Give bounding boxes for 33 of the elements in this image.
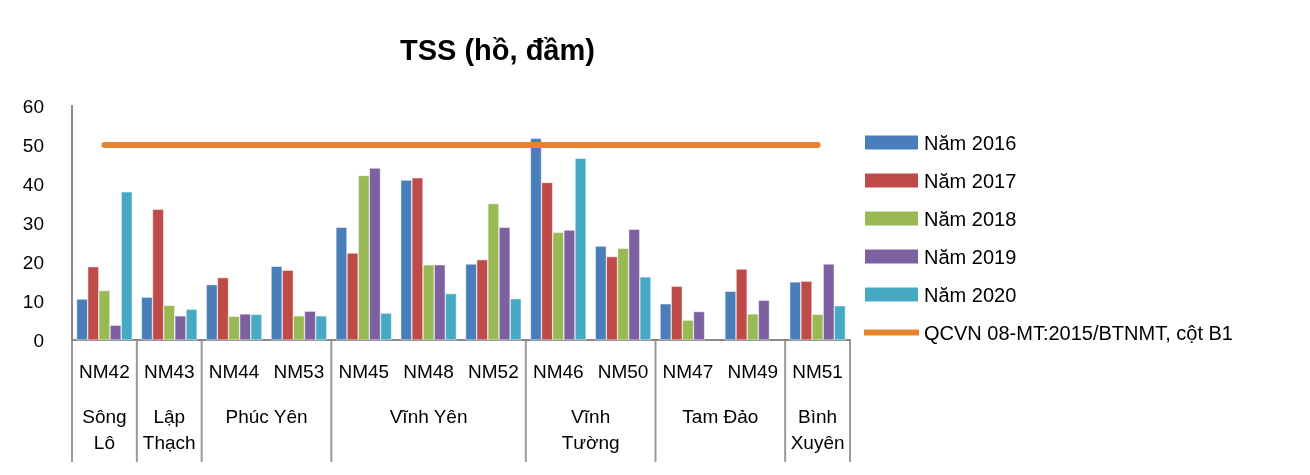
x-tick-label: NM44 — [208, 361, 260, 382]
text: Tam Đảo — [682, 405, 759, 427]
x-tick-label: NM43 — [143, 361, 195, 382]
chart-title: TSS (hồ, đầm) — [400, 33, 595, 66]
x-tick-label: NM48 — [403, 361, 454, 382]
x-tick-label: NM46 — [532, 361, 584, 382]
legend-label: Năm 2016 — [924, 131, 1017, 154]
x-tick-label: NM50 — [597, 361, 649, 382]
x-tick-label: NM49 — [727, 361, 779, 382]
y-tick-label: 0 — [33, 329, 44, 351]
text: Phúc Yên — [225, 405, 308, 427]
y-tick-label: 10 — [22, 290, 44, 312]
legend-label: Năm 2019 — [924, 245, 1017, 268]
y-tick-label: 30 — [22, 212, 44, 234]
y-tick-label: 60 — [22, 95, 44, 117]
text: Sông Lô — [82, 405, 127, 453]
x-tick-label: NM51 — [792, 361, 843, 382]
y-tick-label: 20 — [22, 251, 44, 273]
legend-label: QCVN 08-MT:2015/BTNMT, cột B1 — [924, 321, 1233, 344]
x-tick-label: NM47 — [662, 361, 714, 382]
y-tick-label: 40 — [22, 173, 44, 195]
legend-label: Năm 2018 — [924, 207, 1017, 230]
legend-label: Năm 2020 — [924, 283, 1017, 306]
x-tick-label: NM53 — [273, 361, 325, 382]
x-tick-label: NM45 — [338, 361, 390, 382]
y-tick-label: 50 — [22, 134, 44, 156]
x-tick-label: NM52 — [468, 361, 519, 382]
text: Vĩnh Yên — [389, 405, 468, 427]
text: Bình Xuyên — [790, 405, 845, 453]
text: Lập Thạch — [142, 405, 196, 453]
legend-label: Năm 2017 — [924, 169, 1017, 192]
x-tick-label: NM42 — [79, 361, 130, 382]
text: Vĩnh Tường — [561, 405, 620, 453]
